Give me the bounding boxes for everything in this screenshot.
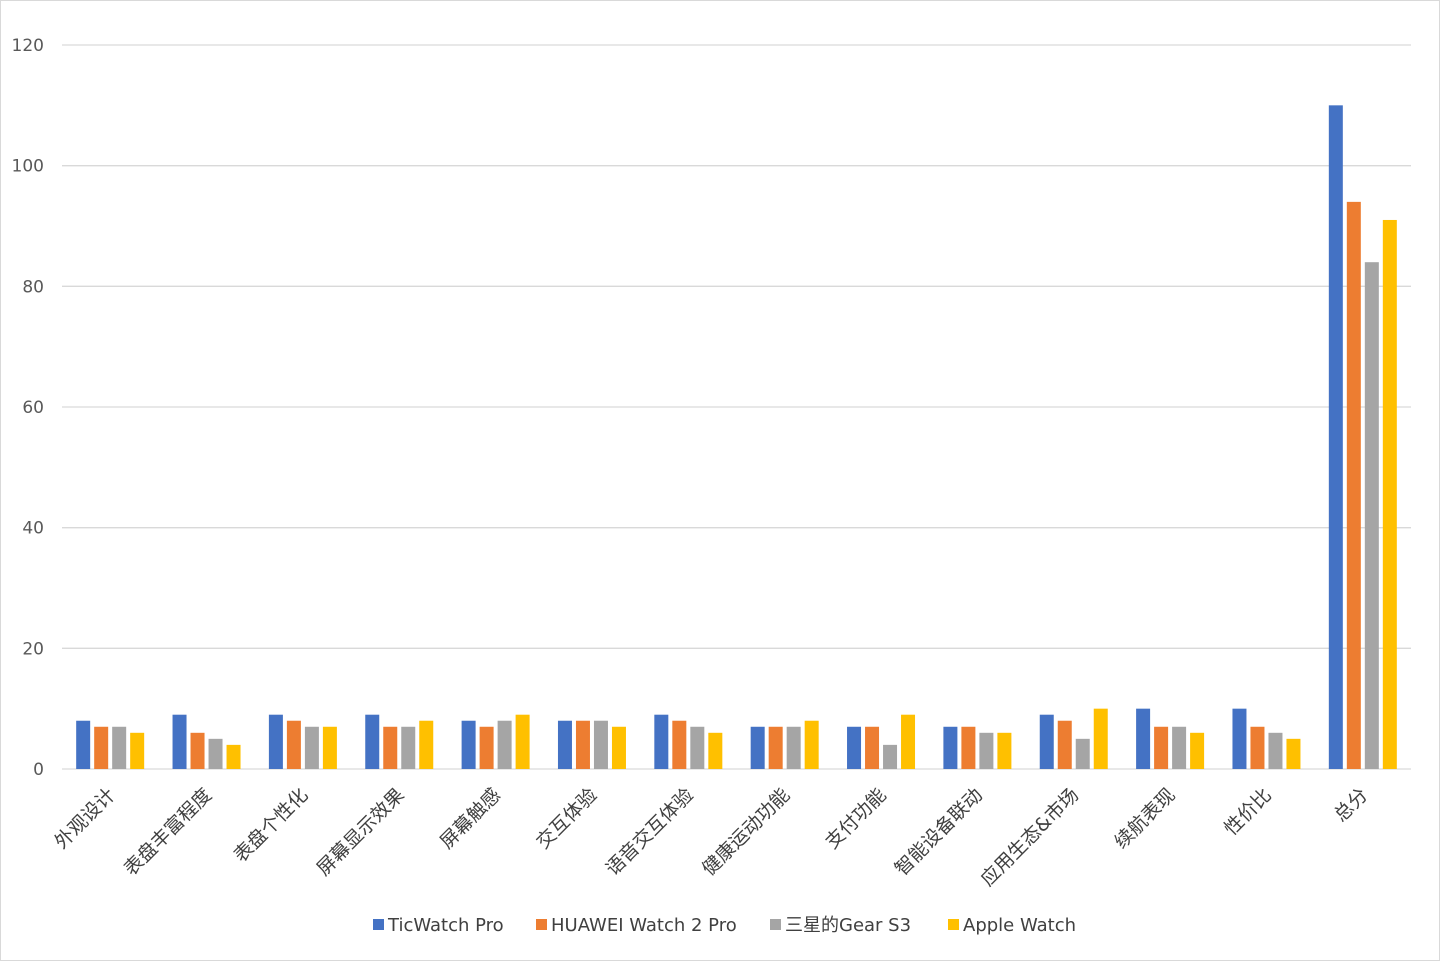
bar <box>672 720 687 769</box>
bars <box>76 105 1397 770</box>
bar <box>497 720 512 769</box>
bar <box>901 714 916 769</box>
y-tick-label: 80 <box>22 277 44 297</box>
legend: TicWatch Pro HUAWEI Watch 2 Pro 三星的Gear S3… <box>373 915 1076 936</box>
bar <box>419 720 434 769</box>
x-tick-label: 表盘丰富程度 <box>120 784 216 880</box>
bar <box>997 732 1012 769</box>
bar <box>1136 708 1151 769</box>
legend-label: Apple Watch <box>963 915 1076 936</box>
y-tick-label: 20 <box>22 639 44 659</box>
bar <box>750 726 765 769</box>
bar <box>1057 720 1072 769</box>
bar <box>1039 714 1054 769</box>
legend-swatch <box>948 919 959 930</box>
bar <box>190 732 205 769</box>
bar <box>130 732 145 769</box>
bar <box>593 720 608 769</box>
bar <box>943 726 958 769</box>
x-tick-label: 性价比 <box>1220 784 1276 840</box>
bar <box>1382 219 1397 769</box>
bar <box>304 726 319 769</box>
bar <box>365 714 380 769</box>
x-tick-label: 续航表现 <box>1110 784 1179 853</box>
bar <box>286 720 301 769</box>
bar <box>515 714 530 769</box>
bar <box>1268 732 1283 769</box>
legend-swatch <box>770 919 781 930</box>
legend-label: 三星的Gear S3 <box>785 915 911 936</box>
bar <box>1075 738 1090 769</box>
bar <box>654 714 669 769</box>
y-axis: 0 20 40 60 80 100 120 <box>12 36 44 780</box>
bar <box>172 714 187 769</box>
bar <box>479 726 494 769</box>
bar <box>1250 726 1265 769</box>
bar <box>226 744 241 769</box>
bar <box>322 726 337 769</box>
x-tick-label: 屏幕显示效果 <box>313 784 409 880</box>
bar <box>1364 262 1379 769</box>
y-tick-label: 120 <box>12 36 44 56</box>
bar <box>401 726 416 769</box>
x-tick-label: 屏幕触感 <box>436 784 505 853</box>
bar <box>1232 708 1247 769</box>
x-tick-label: 智能设备联动 <box>891 784 987 880</box>
bar <box>1328 105 1343 770</box>
bar <box>979 732 994 769</box>
y-tick-label: 0 <box>33 760 44 780</box>
bar <box>1172 726 1187 769</box>
bar <box>461 720 476 769</box>
y-tick-label: 100 <box>12 157 44 177</box>
bar <box>94 726 109 769</box>
bar <box>557 720 572 769</box>
x-tick-label: 健康运动功能 <box>698 784 794 880</box>
bar <box>1346 201 1361 769</box>
x-tick-label: 表盘个性化 <box>230 784 313 867</box>
legend-swatch <box>373 919 384 930</box>
bar <box>76 720 91 769</box>
x-tick-label: 支付功能 <box>821 784 890 853</box>
x-tick-label: 交互体验 <box>532 784 601 853</box>
bar <box>804 720 819 769</box>
x-tick-label: 语音交互体验 <box>602 784 698 880</box>
bar <box>268 714 283 769</box>
bar <box>961 726 976 769</box>
x-tick-label: 应用生态&市场 <box>977 784 1084 891</box>
x-axis: 外观设计 表盘丰富程度 表盘个性化 屏幕显示效果 屏幕触感 交互体验 语音交互体验 健康运动功… <box>50 784 1372 891</box>
gridlines <box>62 44 1411 770</box>
bar <box>708 732 723 769</box>
bar <box>768 726 783 769</box>
legend-label: TicWatch Pro <box>387 915 504 936</box>
bar <box>690 726 705 769</box>
y-tick-label: 60 <box>22 398 44 418</box>
legend-swatch <box>536 919 547 930</box>
bar <box>383 726 398 769</box>
bar <box>786 726 801 769</box>
bar <box>1190 732 1205 769</box>
legend-label: HUAWEI Watch 2 Pro <box>551 915 737 936</box>
bar <box>865 726 880 769</box>
bar <box>208 738 223 769</box>
x-tick-label: 外观设计 <box>50 784 119 853</box>
bar <box>112 726 127 769</box>
x-tick-label: 总分 <box>1330 784 1372 826</box>
bar <box>1154 726 1169 769</box>
bar <box>575 720 590 769</box>
bar <box>1286 738 1301 769</box>
bar <box>847 726 862 769</box>
y-tick-label: 40 <box>22 519 44 539</box>
bar <box>1093 708 1108 769</box>
bar <box>611 726 626 769</box>
bar <box>883 744 898 769</box>
